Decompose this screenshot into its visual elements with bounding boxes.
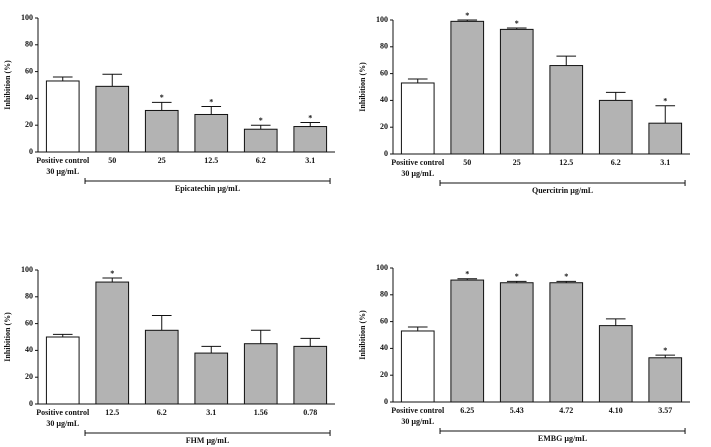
x-axis-label: EMBG µg/mL bbox=[538, 434, 587, 443]
y-tick-label: 0 bbox=[29, 399, 33, 408]
x-axis-label: FHM µg/mL bbox=[186, 436, 230, 445]
x-tick-label: 4.10 bbox=[609, 406, 623, 415]
bar bbox=[243, 128, 278, 153]
y-tick-label: 40 bbox=[25, 93, 33, 102]
x-tick-label: 3.1 bbox=[660, 158, 670, 167]
y-axis-label: Inhibition (%) bbox=[358, 62, 367, 112]
x-tick-sublabel: 30 µg/mL bbox=[401, 169, 434, 178]
x-tick-sublabel: 30 µg/mL bbox=[401, 417, 434, 426]
x-tick-label: 12.5 bbox=[105, 408, 119, 417]
x-tick-sublabel: 30 µg/mL bbox=[46, 419, 79, 428]
significance-marker: * bbox=[515, 272, 519, 281]
x-tick-label: Positive control bbox=[391, 406, 445, 415]
bar bbox=[95, 85, 130, 153]
significance-marker: * bbox=[160, 93, 164, 102]
bar bbox=[598, 99, 633, 155]
significance-marker: * bbox=[259, 116, 263, 125]
x-tick-label: 6.2 bbox=[611, 158, 621, 167]
y-tick-label: 80 bbox=[380, 42, 388, 51]
x-tick-label: Positive control bbox=[36, 408, 90, 417]
bar bbox=[194, 352, 229, 405]
x-tick-label: 50 bbox=[463, 158, 471, 167]
y-tick-label: 0 bbox=[384, 397, 388, 406]
y-tick-label: 60 bbox=[25, 318, 33, 327]
bar bbox=[45, 80, 80, 153]
bar bbox=[450, 279, 485, 403]
y-axis-label: Inhibition (%) bbox=[3, 312, 12, 362]
y-tick-label: 60 bbox=[25, 66, 33, 75]
significance-marker: * bbox=[110, 269, 114, 278]
y-tick-label: 0 bbox=[29, 147, 33, 156]
y-tick-label: 80 bbox=[25, 40, 33, 49]
x-tick-label: 6.2 bbox=[157, 408, 167, 417]
bar bbox=[95, 281, 130, 405]
x-tick-sublabel: 30 µg/mL bbox=[46, 167, 79, 176]
bar bbox=[499, 282, 534, 403]
x-tick-label: 25 bbox=[513, 158, 521, 167]
significance-marker: * bbox=[564, 272, 568, 281]
bar bbox=[400, 330, 435, 403]
y-tick-label: 0 bbox=[384, 149, 388, 158]
x-tick-label: 0.78 bbox=[303, 408, 317, 417]
significance-marker: * bbox=[663, 346, 667, 355]
x-tick-label: 6.2 bbox=[256, 156, 266, 165]
x-tick-label: 50 bbox=[108, 156, 116, 165]
x-tick-label: 25 bbox=[158, 156, 166, 165]
y-axis-label: Inhibition (%) bbox=[358, 310, 367, 360]
bar bbox=[144, 109, 179, 153]
bar bbox=[648, 357, 683, 403]
bar bbox=[499, 28, 534, 155]
x-tick-label: 12.5 bbox=[559, 158, 573, 167]
x-tick-label: 12.5 bbox=[204, 156, 218, 165]
significance-marker: * bbox=[465, 11, 469, 20]
bar bbox=[243, 343, 278, 405]
y-tick-label: 100 bbox=[21, 265, 33, 274]
y-tick-label: 20 bbox=[25, 372, 33, 381]
y-tick-label: 40 bbox=[380, 343, 388, 352]
y-tick-label: 60 bbox=[380, 316, 388, 325]
y-tick-label: 100 bbox=[376, 263, 388, 272]
y-tick-label: 60 bbox=[380, 68, 388, 77]
bar bbox=[648, 122, 683, 155]
significance-marker: * bbox=[465, 270, 469, 279]
y-tick-label: 20 bbox=[25, 120, 33, 129]
x-axis-label: Epicatechin µg/mL bbox=[175, 184, 240, 193]
bar bbox=[293, 345, 328, 405]
bar bbox=[293, 126, 328, 153]
significance-marker: * bbox=[663, 97, 667, 106]
x-tick-label: 3.1 bbox=[206, 408, 216, 417]
x-axis-label: Quercitrin µg/mL bbox=[532, 186, 593, 195]
x-tick-label: Positive control bbox=[36, 156, 90, 165]
bar bbox=[549, 282, 584, 403]
x-tick-label: 5.43 bbox=[510, 406, 524, 415]
bar bbox=[450, 20, 485, 155]
y-tick-label: 40 bbox=[380, 95, 388, 104]
x-tick-label: Positive control bbox=[391, 158, 445, 167]
y-tick-label: 40 bbox=[25, 345, 33, 354]
y-tick-label: 80 bbox=[380, 290, 388, 299]
y-tick-label: 100 bbox=[21, 13, 33, 22]
bar bbox=[598, 325, 633, 403]
significance-marker: * bbox=[308, 113, 312, 122]
y-tick-label: 80 bbox=[25, 292, 33, 301]
y-tick-label: 20 bbox=[380, 122, 388, 131]
x-tick-label: 3.57 bbox=[658, 406, 672, 415]
bar bbox=[400, 82, 435, 155]
bar bbox=[45, 336, 80, 405]
bar bbox=[144, 329, 179, 405]
bar bbox=[194, 113, 229, 153]
x-tick-label: 3.1 bbox=[305, 156, 315, 165]
bar bbox=[549, 65, 584, 155]
x-tick-label: 6.25 bbox=[460, 406, 474, 415]
y-tick-label: 20 bbox=[380, 370, 388, 379]
y-tick-label: 100 bbox=[376, 15, 388, 24]
x-tick-label: 1.56 bbox=[254, 408, 268, 417]
y-axis-label: Inhibition (%) bbox=[3, 60, 12, 110]
significance-marker: * bbox=[209, 97, 213, 106]
x-tick-label: 4.72 bbox=[559, 406, 573, 415]
significance-marker: * bbox=[515, 19, 519, 28]
